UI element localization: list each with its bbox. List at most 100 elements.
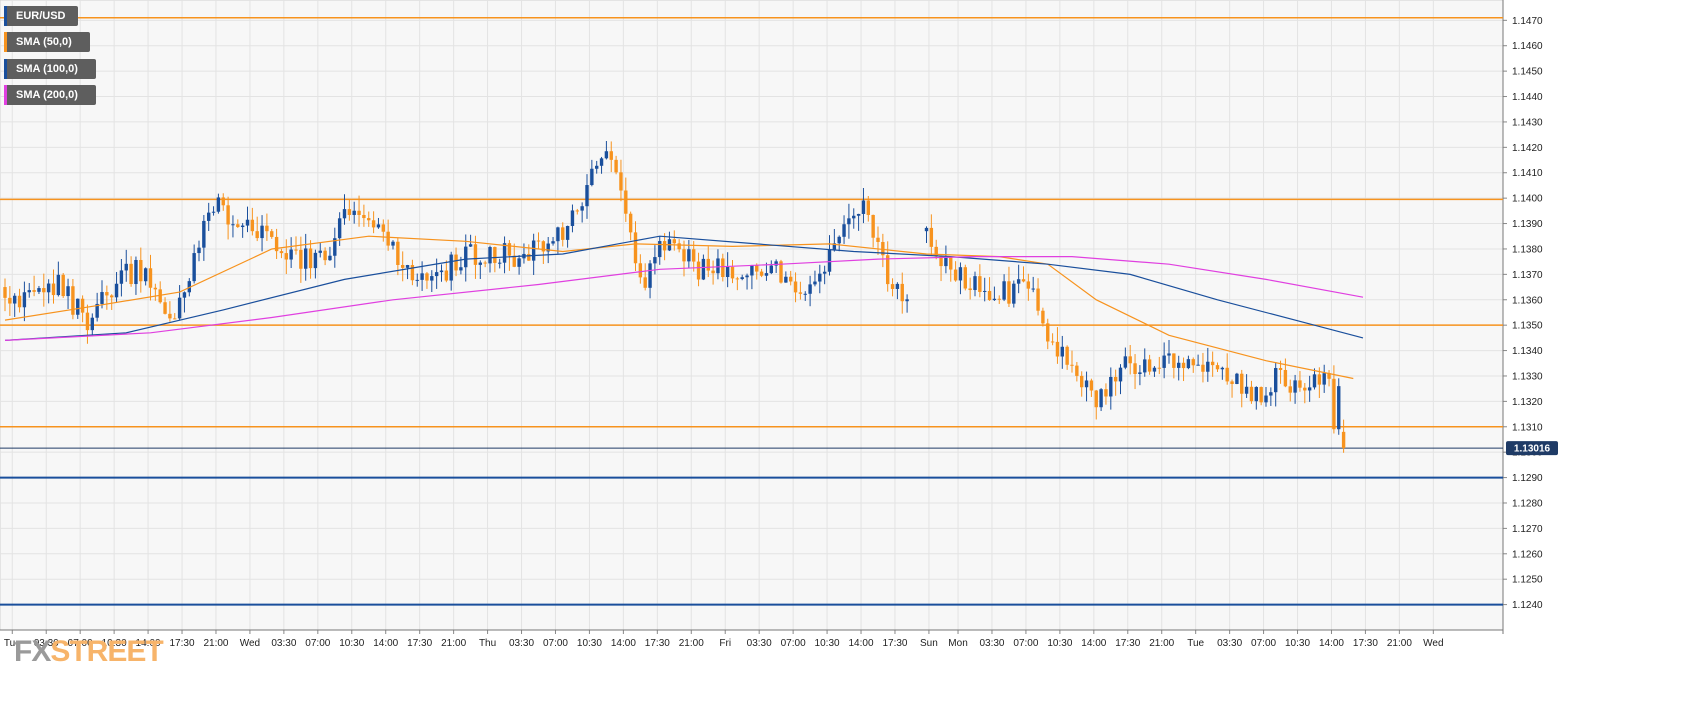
x-tick-label: Fri — [719, 638, 731, 649]
candle-body — [473, 244, 478, 265]
candle-body — [13, 295, 17, 304]
candle-body — [1235, 373, 1239, 385]
candle-body — [570, 210, 575, 226]
x-tick-label: 17:30 — [1115, 638, 1140, 649]
candle-body — [313, 252, 318, 269]
legend-item-sma100[interactable]: SMA (100,0) — [4, 59, 96, 79]
candle-body — [1283, 369, 1288, 387]
y-tick-label: 1.1330 — [1512, 371, 1543, 382]
candle-body — [779, 261, 783, 283]
candle-body — [706, 258, 710, 271]
candle-body — [459, 267, 463, 271]
candle-body — [565, 225, 570, 240]
candle-body — [725, 266, 730, 278]
x-tick-label: 10:30 — [577, 638, 602, 649]
candle-body — [410, 265, 415, 281]
candle-body — [493, 247, 497, 263]
candle-body — [1303, 387, 1307, 391]
candle-body — [1337, 386, 1341, 430]
legend-swatch-sma50 — [4, 32, 7, 52]
candle-body — [197, 247, 201, 254]
candle-body — [498, 262, 502, 264]
candle-body — [1288, 386, 1292, 393]
candle-body — [808, 284, 812, 294]
candle-body — [236, 224, 240, 228]
candle-body — [1046, 323, 1050, 342]
candle-body — [730, 266, 735, 279]
candle-body — [866, 200, 870, 215]
candle-body — [939, 256, 943, 267]
x-tick-label: 03:30 — [1217, 638, 1242, 649]
candle-body — [890, 284, 895, 289]
candle-body — [468, 244, 473, 247]
candle-body — [1244, 386, 1249, 394]
candle-body — [895, 283, 900, 289]
brand-fx: FX — [14, 635, 51, 668]
x-tick-label: 07:00 — [68, 638, 93, 649]
plot-area — [0, 0, 1504, 631]
candle-body — [434, 272, 439, 277]
candle-body — [294, 249, 298, 251]
candle-body — [978, 276, 982, 292]
y-tick-label: 1.1250 — [1512, 575, 1543, 586]
x-tick-label: 14:00 — [611, 638, 636, 649]
candle-body — [401, 264, 405, 268]
candle-body — [822, 271, 827, 274]
legend-swatch-sma100 — [4, 59, 7, 79]
candle-body — [1031, 288, 1035, 290]
candle-body — [260, 225, 264, 239]
candle-body — [454, 254, 458, 271]
candle-body — [76, 298, 80, 315]
x-tick-label: 21:00 — [441, 638, 466, 649]
candle-body — [987, 290, 992, 301]
candle-body — [750, 265, 754, 276]
candle-body — [507, 243, 512, 256]
brand-watermark: FXSTREET — [14, 635, 164, 668]
candle-body — [847, 218, 851, 225]
legend-swatch-sma200 — [4, 85, 7, 105]
candle-body — [1128, 356, 1132, 364]
x-tick-label: 17:30 — [407, 638, 432, 649]
candle-body — [735, 278, 740, 280]
candle-body — [798, 292, 803, 294]
candle-body — [308, 248, 313, 269]
candle-body — [386, 231, 390, 246]
candle-body — [1094, 390, 1098, 408]
candle-body — [1118, 367, 1123, 382]
x-tick-label: 07:00 — [305, 638, 330, 649]
candle-body — [614, 159, 618, 173]
candle-body — [929, 227, 934, 247]
candle-body — [1177, 362, 1181, 368]
y-tick-label: 1.1290 — [1512, 473, 1543, 484]
legend-item-sma200[interactable]: SMA (200,0) — [4, 85, 96, 105]
candle-body — [85, 312, 90, 331]
x-tick-label: 17:30 — [1353, 638, 1378, 649]
candle-body — [177, 297, 182, 319]
candle-body — [997, 298, 1001, 300]
y-tick-label: 1.1470 — [1512, 16, 1543, 27]
candle-body — [80, 298, 85, 313]
legend-item-sma50[interactable]: SMA (50,0) — [4, 32, 90, 52]
x-tick-label: Wed — [240, 638, 260, 649]
candle-body — [1186, 359, 1191, 369]
candle-body — [139, 259, 143, 282]
candle-body — [226, 205, 230, 225]
candle-body — [1274, 368, 1278, 393]
x-tick-label: Tue — [1187, 638, 1204, 649]
candle-body — [638, 263, 643, 278]
candle-body — [1070, 364, 1074, 366]
candle-body — [769, 265, 773, 274]
candle-body — [716, 258, 720, 274]
candle-body — [148, 268, 153, 288]
candle-body — [1099, 389, 1103, 408]
candle-body — [512, 255, 516, 267]
legend-item-eurusd[interactable]: EUR/USD — [4, 6, 78, 26]
candle-body — [95, 303, 99, 318]
candle-body — [1181, 362, 1186, 369]
candle-body — [953, 269, 958, 281]
x-tick-label: 21:00 — [1387, 638, 1412, 649]
x-tick-label: 21:00 — [679, 638, 704, 649]
candle-body — [1026, 281, 1031, 289]
candle-body — [376, 224, 381, 228]
y-tick-label: 1.1430 — [1512, 117, 1543, 128]
